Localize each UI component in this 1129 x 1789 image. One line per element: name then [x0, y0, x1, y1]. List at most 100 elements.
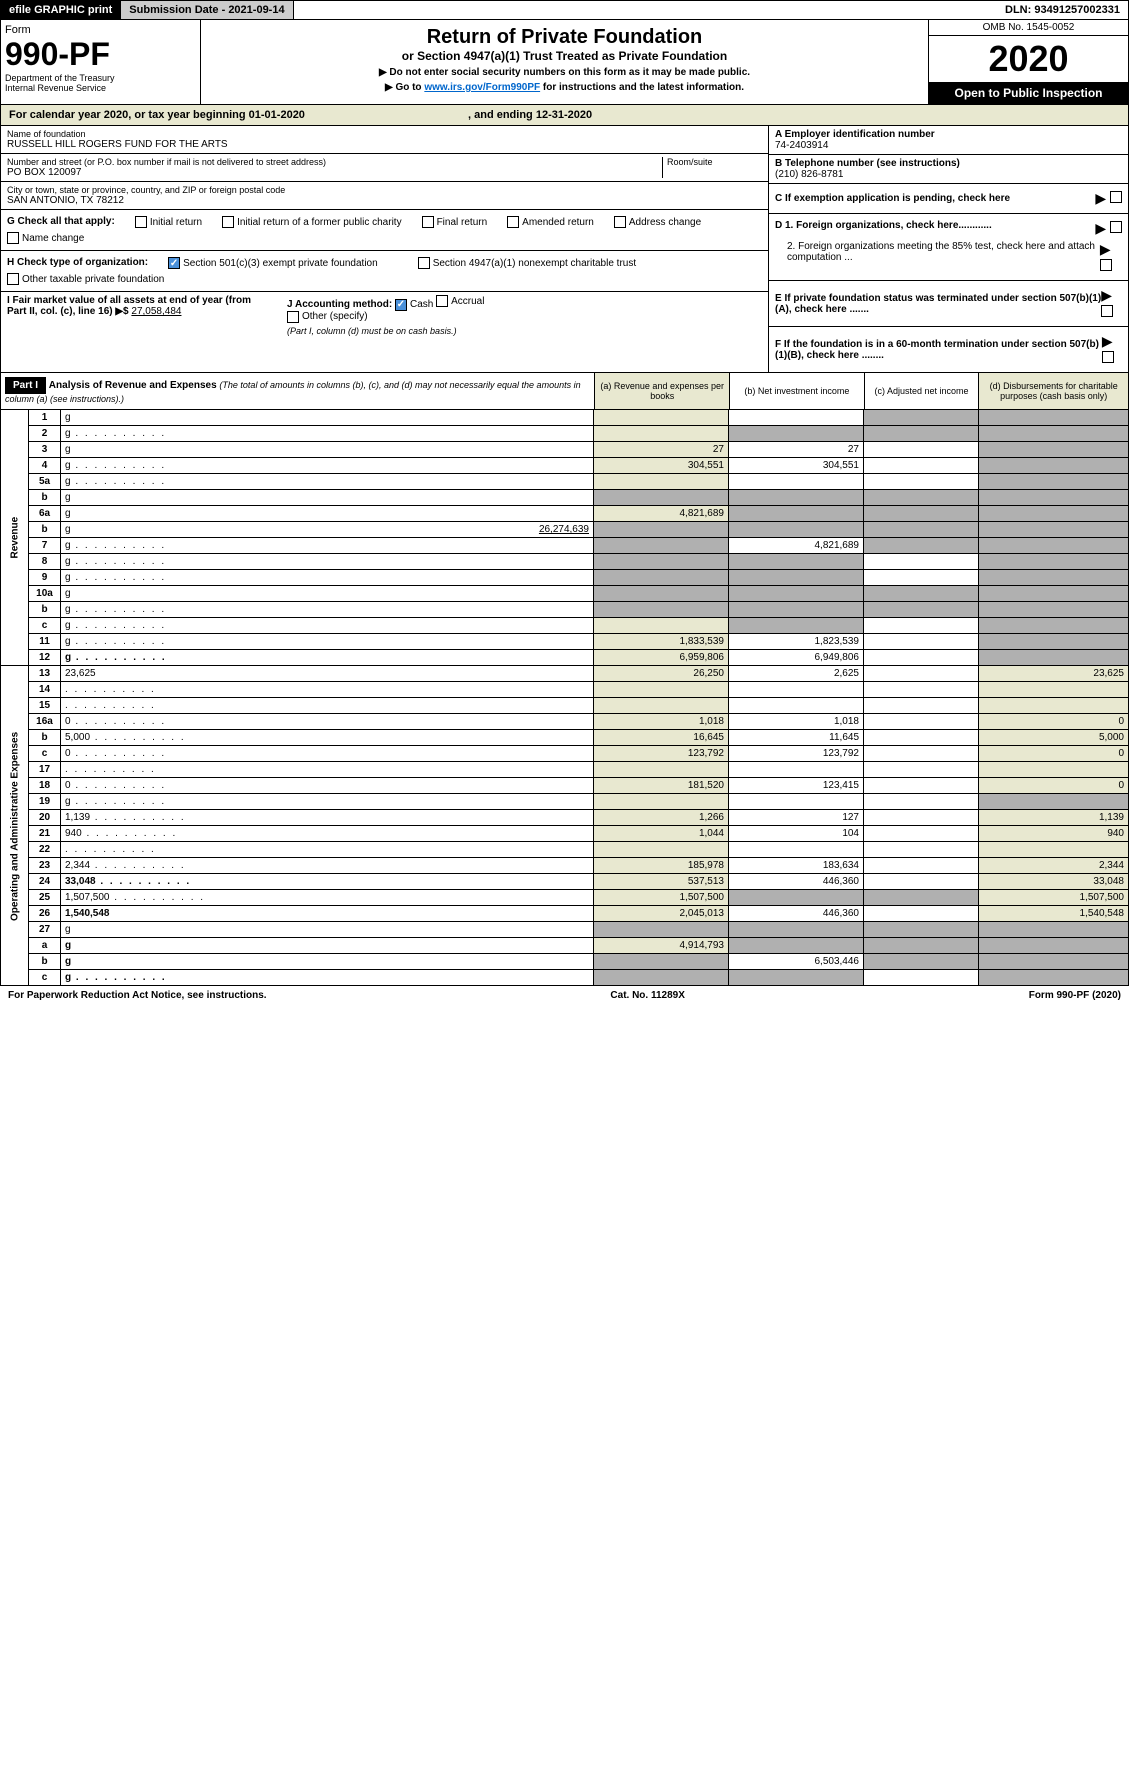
table-row: b5,00016,64511,6455,000 [1, 730, 1129, 746]
cell-d: 1,507,500 [979, 890, 1129, 906]
table-row: 251,507,5001,507,5001,507,500 [1, 890, 1129, 906]
row-desc: 33,048 [61, 874, 594, 890]
col-c-head: (c) Adjusted net income [864, 373, 979, 409]
cell-b [729, 554, 864, 570]
row-num: 1 [29, 410, 61, 426]
chk-amended[interactable]: Amended return [507, 216, 594, 228]
row-num: 14 [29, 682, 61, 698]
cell-d [979, 426, 1129, 442]
cell-c [864, 746, 979, 762]
chk-other-method[interactable]: Other (specify) [287, 311, 368, 323]
cell-d [979, 762, 1129, 778]
chk-c[interactable] [1110, 191, 1122, 203]
row-desc [61, 762, 594, 778]
table-row: bg [1, 490, 1129, 506]
cell-b: 183,634 [729, 858, 864, 874]
row-num: 17 [29, 762, 61, 778]
row-num: 5a [29, 474, 61, 490]
cell-a: 6,959,806 [594, 650, 729, 666]
chk-501c3[interactable]: Section 501(c)(3) exempt private foundat… [168, 257, 378, 269]
cell-b [729, 682, 864, 698]
cell-d: 1,139 [979, 810, 1129, 826]
footer-left: For Paperwork Reduction Act Notice, see … [8, 990, 267, 1001]
row-num: 25 [29, 890, 61, 906]
row-num: 27 [29, 922, 61, 938]
row-num: 22 [29, 842, 61, 858]
cell-c [864, 938, 979, 954]
open-public: Open to Public Inspection [929, 82, 1128, 104]
cell-a [594, 970, 729, 986]
cell-b [729, 506, 864, 522]
table-row: 2g [1, 426, 1129, 442]
table-row: cg [1, 618, 1129, 634]
table-row: 10ag [1, 586, 1129, 602]
row-desc: g [61, 570, 594, 586]
table-row: 27g [1, 922, 1129, 938]
chk-e[interactable] [1101, 305, 1113, 317]
cell-b: 6,949,806 [729, 650, 864, 666]
row-num: 3 [29, 442, 61, 458]
row-num: 13 [29, 666, 61, 682]
cell-b: 4,821,689 [729, 538, 864, 554]
cell-d [979, 650, 1129, 666]
note2: ▶ Go to www.irs.gov/Form990PF for instru… [207, 82, 922, 93]
cell-c [864, 634, 979, 650]
cell-a: 4,914,793 [594, 938, 729, 954]
calendar-row: For calendar year 2020, or tax year begi… [0, 105, 1129, 126]
chk-f[interactable] [1102, 351, 1114, 363]
row-num: 6a [29, 506, 61, 522]
chk-name[interactable]: Name change [7, 232, 84, 244]
cell-a [594, 586, 729, 602]
chk-accrual[interactable]: Accrual [436, 295, 484, 307]
cell-c [864, 970, 979, 986]
row-desc: g [61, 554, 594, 570]
row-num: 16a [29, 714, 61, 730]
row-num: 23 [29, 858, 61, 874]
c-item: C If exemption application is pending, c… [769, 184, 1128, 214]
chk-address[interactable]: Address change [614, 216, 701, 228]
table-row: 219401,044104940 [1, 826, 1129, 842]
chk-final[interactable]: Final return [422, 216, 488, 228]
row-desc: 1,540,548 [61, 906, 594, 922]
row-desc [61, 682, 594, 698]
chk-4947[interactable]: Section 4947(a)(1) nonexempt charitable … [418, 257, 636, 269]
info-grid: Name of foundation RUSSELL HILL ROGERS F… [0, 126, 1129, 373]
cell-c [864, 730, 979, 746]
city-cell: City or town, state or province, country… [1, 182, 768, 210]
cell-b: 1,823,539 [729, 634, 864, 650]
chk-other-tax[interactable]: Other taxable private foundation [7, 273, 164, 285]
cell-b: 2,625 [729, 666, 864, 682]
chk-initial-former[interactable]: Initial return of a former public charit… [222, 216, 402, 228]
cell-c [864, 906, 979, 922]
cell-b [729, 618, 864, 634]
tel-label: B Telephone number (see instructions) [775, 158, 1122, 169]
cell-a [594, 490, 729, 506]
chk-initial[interactable]: Initial return [135, 216, 202, 228]
row-num: b [29, 522, 61, 538]
table-row: 17 [1, 762, 1129, 778]
form-link[interactable]: www.irs.gov/Form990PF [424, 82, 540, 93]
cell-d: 1,540,548 [979, 906, 1129, 922]
table-row: 15 [1, 698, 1129, 714]
efile-button[interactable]: efile GRAPHIC print [1, 1, 121, 19]
row-num: c [29, 746, 61, 762]
cell-d [979, 970, 1129, 986]
chk-d1[interactable] [1110, 221, 1122, 233]
submission-date: Submission Date - 2021-09-14 [121, 1, 293, 19]
cell-d [979, 698, 1129, 714]
cell-a [594, 922, 729, 938]
row-desc [61, 842, 594, 858]
table-row: 2433,048537,513446,36033,048 [1, 874, 1129, 890]
cell-a [594, 842, 729, 858]
h-checks: H Check type of organization: Section 50… [1, 251, 768, 292]
table-row: 8g [1, 554, 1129, 570]
chk-cash[interactable]: Cash [395, 299, 433, 311]
title-box: Return of Private Foundation or Section … [201, 20, 928, 104]
row-desc: g [61, 794, 594, 810]
cell-a [594, 682, 729, 698]
cell-b [729, 522, 864, 538]
chk-d2[interactable] [1100, 259, 1112, 271]
cell-c [864, 842, 979, 858]
cell-c [864, 778, 979, 794]
row-desc: 0 [61, 778, 594, 794]
